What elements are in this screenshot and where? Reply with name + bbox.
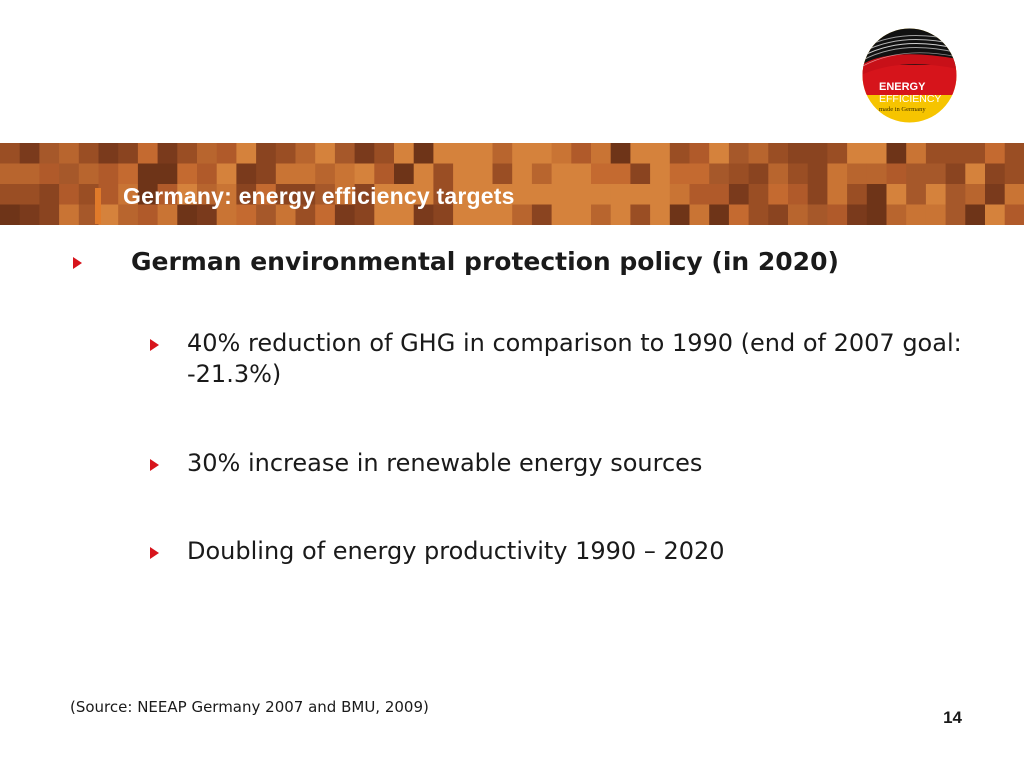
slide-title: Germany: energy efficiency targets bbox=[123, 183, 515, 209]
list-item: 40% reduction of GHG in comparison to 19… bbox=[187, 329, 962, 388]
bullet-arrow-icon bbox=[150, 547, 159, 559]
logo-line1: ENERGY bbox=[879, 81, 926, 93]
energy-efficiency-logo: ENERGY EFFICIENCY made in Germany bbox=[861, 27, 958, 124]
bullet-arrow-icon bbox=[73, 257, 82, 269]
title-accent-bar bbox=[95, 188, 101, 224]
title-banner bbox=[0, 143, 1024, 225]
bullet-arrow-icon bbox=[150, 459, 159, 471]
page-number: 14 bbox=[943, 708, 962, 727]
logo-line3: made in Germany bbox=[879, 106, 926, 113]
list-item: Doubling of energy productivity 1990 – 2… bbox=[187, 537, 725, 565]
policy-heading: German environmental protection policy (… bbox=[131, 247, 839, 276]
logo-line2: EFFICIENCY bbox=[879, 93, 941, 105]
source-note: (Source: NEEAP Germany 2007 and BMU, 200… bbox=[70, 698, 429, 716]
banner-mosaic bbox=[0, 143, 1024, 225]
list-item: 30% increase in renewable energy sources bbox=[187, 449, 703, 477]
bullet-arrow-icon bbox=[150, 339, 159, 351]
